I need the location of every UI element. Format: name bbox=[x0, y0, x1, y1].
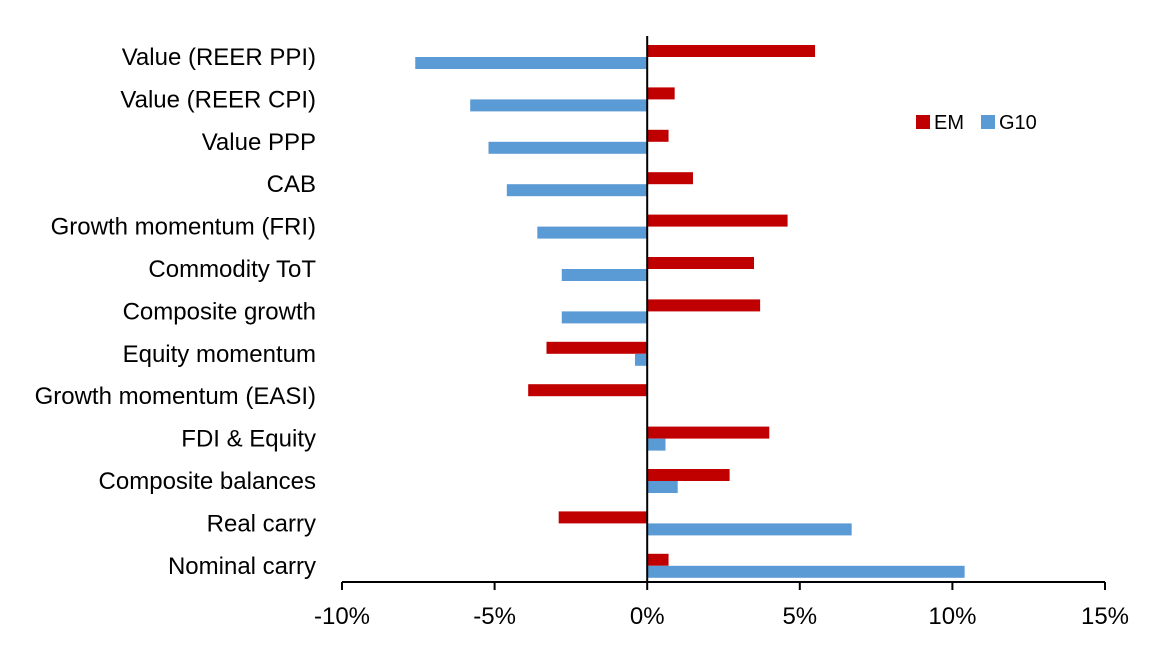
bar-em bbox=[647, 553, 669, 566]
bar-g10 bbox=[647, 481, 678, 493]
legend-swatch-g10 bbox=[981, 115, 995, 129]
category-label: Commodity ToT bbox=[148, 256, 316, 283]
axes-group: -10% -5% 0% 5% 10% 15% bbox=[314, 36, 1129, 630]
bar-em bbox=[647, 87, 675, 100]
bar-em bbox=[647, 172, 693, 185]
bar-g10 bbox=[506, 184, 648, 197]
category-label: Real carry bbox=[207, 510, 316, 537]
bar-em bbox=[647, 257, 755, 269]
category-label: Growth momentum (FRI) bbox=[51, 214, 316, 241]
category-label: Composite balances bbox=[99, 468, 316, 495]
bar-em bbox=[647, 426, 770, 439]
bar-g10 bbox=[470, 99, 648, 112]
x-tick-label: 5% bbox=[782, 603, 817, 630]
bar-em bbox=[647, 469, 730, 481]
bar-em bbox=[647, 214, 788, 227]
category-label: Equity momentum bbox=[123, 341, 316, 368]
category-label: CAB bbox=[267, 171, 316, 198]
category-labels: Value (REER PPI) Value (REER CPI) Value PP… bbox=[35, 44, 317, 580]
x-tick-label: -5% bbox=[473, 603, 516, 630]
category-label: Value PPP bbox=[202, 129, 316, 156]
bar-g10 bbox=[634, 353, 648, 366]
bar-g10 bbox=[488, 141, 648, 154]
bars-group bbox=[415, 45, 965, 578]
x-tick-label: 15% bbox=[1081, 603, 1129, 630]
category-label: Value (REER PPI) bbox=[122, 44, 316, 71]
category-label: Composite growth bbox=[123, 298, 316, 325]
bar-g10 bbox=[537, 226, 648, 239]
bar-g10 bbox=[647, 565, 965, 578]
bar-em bbox=[558, 511, 648, 524]
category-label: Nominal carry bbox=[168, 553, 316, 580]
bar-g10 bbox=[561, 311, 648, 324]
bar-em bbox=[647, 129, 669, 142]
x-tick-label: 10% bbox=[928, 603, 976, 630]
legend-label-em: EM bbox=[934, 112, 964, 134]
category-label: FDI & Equity bbox=[181, 426, 316, 453]
bar-em bbox=[546, 341, 648, 354]
x-tick-label: -10% bbox=[314, 603, 370, 630]
bar-em bbox=[647, 299, 761, 312]
bar-g10 bbox=[415, 57, 648, 69]
bar-em bbox=[528, 384, 648, 397]
bar-g10 bbox=[647, 523, 852, 536]
bar-g10 bbox=[647, 438, 666, 451]
category-label: Growth momentum (EASI) bbox=[35, 383, 316, 410]
legend-label-g10: G10 bbox=[999, 112, 1037, 134]
x-tick-label: 0% bbox=[630, 603, 665, 630]
category-label: Value (REER CPI) bbox=[120, 86, 316, 113]
legend: EM G10 bbox=[916, 112, 1037, 134]
legend-swatch-em bbox=[916, 115, 930, 129]
bar-g10 bbox=[561, 269, 648, 281]
bar-em bbox=[647, 45, 816, 57]
